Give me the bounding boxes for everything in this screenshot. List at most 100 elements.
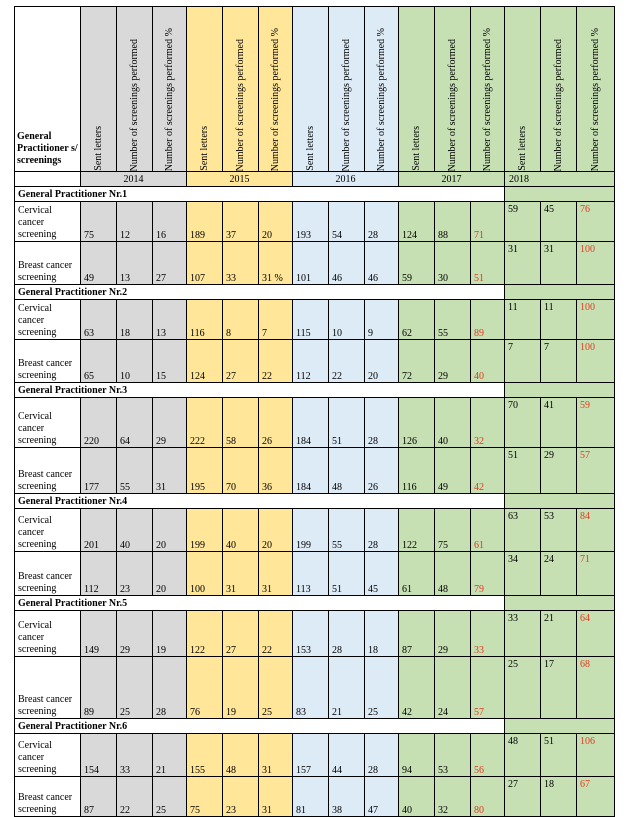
cell-2015-screenings-percent: 22 xyxy=(258,339,293,383)
cell-2018-sent-letters: 59 xyxy=(504,201,541,242)
cell-2017-sent-letters: 42 xyxy=(398,656,435,719)
cell-2014-screenings-percent: 19 xyxy=(152,610,187,657)
cell-2016-screenings-performed: 55 xyxy=(328,508,365,552)
screening-table-container: General Practitioner s/ screenings Sent … xyxy=(14,6,615,817)
cell-2017-screenings-percent: 56 xyxy=(470,733,505,777)
year-header-2016: 2016 xyxy=(292,171,399,187)
cell-2016-screenings-percent: 25 xyxy=(364,656,399,719)
practitioner-header-row: General Practitioner Nr.6 xyxy=(14,718,615,734)
cell-2016-screenings-percent: 26 xyxy=(364,447,399,494)
cell-2017-screenings-performed: 53 xyxy=(434,733,471,777)
cell-2014-screenings-percent: 31 xyxy=(152,447,187,494)
cell-2014-screenings-performed: 25 xyxy=(116,656,153,719)
screening-type-label: Breast cancer screening xyxy=(14,339,81,383)
practitioner-title: General Practitioner Nr.6 xyxy=(14,718,505,734)
cell-2015-screenings-percent: 20 xyxy=(258,201,293,242)
cell-2018-screenings-performed: 31 xyxy=(540,241,577,285)
cell-2015-screenings-performed: 27 xyxy=(222,610,259,657)
cell-2015-sent-letters: 100 xyxy=(186,551,223,596)
cell-2017-screenings-performed: 32 xyxy=(434,776,471,817)
cell-2018-screenings-performed: 7 xyxy=(540,339,577,383)
cell-2018-screenings-performed: 18 xyxy=(540,776,577,817)
cell-2016-sent-letters: 199 xyxy=(292,508,329,552)
cell-2014-screenings-percent: 20 xyxy=(152,508,187,552)
cell-2018-sent-letters: 70 xyxy=(504,397,541,448)
year-header-2017: 2017 xyxy=(398,171,505,187)
cell-2016-sent-letters: 81 xyxy=(292,776,329,817)
cell-2017-screenings-percent: 71 xyxy=(470,201,505,242)
col-header-2015-percent: Number of screenings performed % xyxy=(258,6,293,172)
cell-2018-sent-letters: 25 xyxy=(504,656,541,719)
column-header-row: General Practitioner s/ screenings Sent … xyxy=(14,6,615,172)
cell-2016-sent-letters: 184 xyxy=(292,447,329,494)
cell-2014-screenings-percent: 15 xyxy=(152,339,187,383)
cell-2014-screenings-percent: 27 xyxy=(152,241,187,285)
cell-2018-sent-letters: 51 xyxy=(504,447,541,494)
cell-2014-screenings-performed: 22 xyxy=(116,776,153,817)
cell-2016-screenings-performed: 48 xyxy=(328,447,365,494)
table-row: Breast cancer screening 65 10 15 124 27 22 112 2… xyxy=(14,339,615,383)
cell-2015-screenings-performed: 40 xyxy=(222,508,259,552)
cell-2017-sent-letters: 87 xyxy=(398,610,435,657)
cell-2017-sent-letters: 116 xyxy=(398,447,435,494)
cell-2018-screenings-performed: 53 xyxy=(540,508,577,552)
cell-2014-screenings-performed: 13 xyxy=(116,241,153,285)
col-header-2018-sent: Sent letters xyxy=(504,6,541,172)
cell-2014-sent-letters: 65 xyxy=(80,339,117,383)
table-row: Breast cancer screening 89 25 28 76 19 25 83 21 2… xyxy=(14,656,615,719)
cell-2014-screenings-performed: 33 xyxy=(116,733,153,777)
cell-2017-screenings-performed: 29 xyxy=(434,610,471,657)
cell-2014-screenings-performed: 55 xyxy=(116,447,153,494)
cell-2016-screenings-performed: 51 xyxy=(328,397,365,448)
cell-2017-screenings-percent: 51 xyxy=(470,241,505,285)
cell-2017-screenings-percent: 40 xyxy=(470,339,505,383)
cell-2018-screenings-performed: 11 xyxy=(540,299,577,340)
screening-type-label: Breast cancer screening xyxy=(14,241,81,285)
cell-2014-sent-letters: 75 xyxy=(80,201,117,242)
cell-2017-sent-letters: 62 xyxy=(398,299,435,340)
cell-2015-sent-letters: 116 xyxy=(186,299,223,340)
cell-2016-screenings-percent: 20 xyxy=(364,339,399,383)
cell-2018-screenings-percent: 68 xyxy=(576,656,615,719)
cell-2016-screenings-percent: 28 xyxy=(364,397,399,448)
cell-2016-screenings-performed: 38 xyxy=(328,776,365,817)
practitioner-title: General Practitioner Nr.2 xyxy=(14,284,505,300)
cell-2014-sent-letters: 177 xyxy=(80,447,117,494)
practitioner-header-row: General Practitioner Nr.5 xyxy=(14,595,615,611)
col-header-2015-performed: Number of screenings performed xyxy=(222,6,259,172)
cell-2016-screenings-percent: 45 xyxy=(364,551,399,596)
col-header-2014-percent: Number of screenings performed % xyxy=(152,6,187,172)
cell-2018-screenings-performed: 17 xyxy=(540,656,577,719)
cell-2016-sent-letters: 101 xyxy=(292,241,329,285)
cell-2014-screenings-percent: 29 xyxy=(152,397,187,448)
cell-2018-screenings-percent: 100 xyxy=(576,241,615,285)
cell-2016-screenings-performed: 10 xyxy=(328,299,365,340)
practitioner-header-row: General Practitioner Nr.1 xyxy=(14,186,615,202)
cell-2014-sent-letters: 201 xyxy=(80,508,117,552)
cell-2014-screenings-performed: 18 xyxy=(116,299,153,340)
cell-2015-sent-letters: 199 xyxy=(186,508,223,552)
col-header-2018-percent: Number of screenings performed % xyxy=(576,6,615,172)
cell-2016-screenings-percent: 28 xyxy=(364,508,399,552)
table-row: Cervical cancer screening 63 18 13 116 8 7 115 1… xyxy=(14,299,615,340)
cell-2014-sent-letters: 149 xyxy=(80,610,117,657)
cell-2018-sent-letters: 31 xyxy=(504,241,541,285)
cell-2017-sent-letters: 61 xyxy=(398,551,435,596)
cell-2014-sent-letters: 87 xyxy=(80,776,117,817)
cell-2018-screenings-percent: 76 xyxy=(576,201,615,242)
cell-2016-screenings-performed: 22 xyxy=(328,339,365,383)
cell-2017-sent-letters: 94 xyxy=(398,733,435,777)
cell-2015-screenings-performed: 58 xyxy=(222,397,259,448)
cell-2017-screenings-percent: 33 xyxy=(470,610,505,657)
cell-2015-screenings-percent: 31 xyxy=(258,776,293,817)
cell-2017-screenings-performed: 49 xyxy=(434,447,471,494)
practitioner-title: General Practitioner Nr.1 xyxy=(14,186,505,202)
cell-2015-screenings-percent: 7 xyxy=(258,299,293,340)
cell-2016-screenings-percent: 28 xyxy=(364,201,399,242)
col-header-2017-sent: Sent letters xyxy=(398,6,435,172)
cell-2017-screenings-performed: 24 xyxy=(434,656,471,719)
cell-2014-screenings-performed: 40 xyxy=(116,508,153,552)
year-header-2015: 2015 xyxy=(186,171,293,187)
cell-2016-sent-letters: 157 xyxy=(292,733,329,777)
cell-2017-screenings-percent: 89 xyxy=(470,299,505,340)
